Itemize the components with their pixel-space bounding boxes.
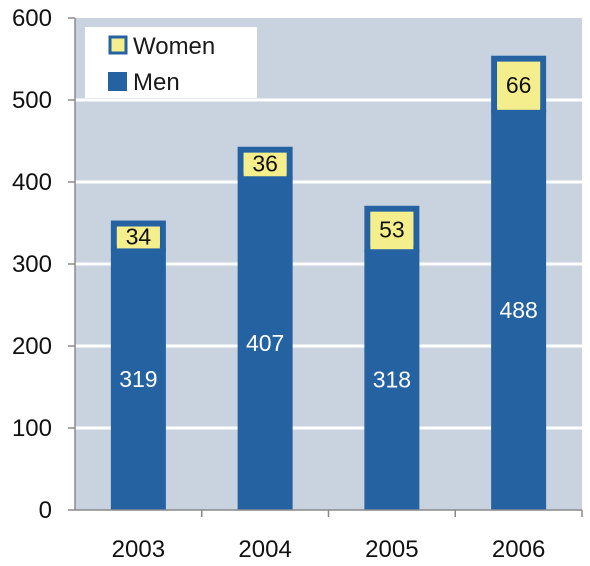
y-tick-label: 600: [12, 5, 52, 32]
x-tick-label-2005: 2005: [365, 536, 418, 563]
y-tick-label: 200: [12, 333, 52, 360]
bar-women-fill-2005: [370, 211, 414, 250]
y-tick-label: 0: [39, 497, 52, 524]
bar-women-fill-2006: [497, 61, 541, 110]
bar-women-fill-2003: [116, 226, 160, 249]
legend-swatch-men: [108, 72, 127, 91]
data-label-women-2005: 53: [379, 217, 405, 243]
bar-men-2006: [491, 109, 547, 510]
data-label-women-2003: 34: [126, 223, 152, 249]
y-tick-label: 500: [12, 87, 52, 114]
data-label-men-2005: 318: [373, 367, 411, 393]
bar-women-fill-2004: [243, 152, 287, 177]
x-tick-label-2006: 2006: [492, 536, 545, 563]
y-tick-label: 100: [12, 415, 52, 442]
bar-men-2003: [110, 248, 166, 511]
bar-men-2004: [237, 176, 293, 510]
data-label-men-2004: 407: [246, 330, 284, 356]
bars: 319 34 407 36 318 53 488 66: [110, 55, 547, 511]
axes: 0 100 200 300 400 500 600 2003 2004 2005 2006: [12, 5, 583, 563]
x-tick-label-2003: 2003: [112, 536, 165, 563]
y-tick-label: 300: [12, 251, 52, 278]
legend-label-men: Men: [133, 69, 180, 96]
data-label-women-2004: 36: [252, 151, 278, 177]
x-tick-label-2004: 2004: [238, 536, 291, 563]
data-label-men-2006: 488: [499, 297, 537, 323]
y-tick-label: 400: [12, 169, 52, 196]
bar-men-2005: [364, 249, 420, 511]
legend-label-women: Women: [133, 33, 215, 60]
data-label-men-2003: 319: [119, 366, 157, 392]
data-label-women-2006: 66: [506, 72, 532, 98]
legend-swatch-women: [108, 35, 128, 55]
legend: Women Men: [85, 27, 257, 98]
